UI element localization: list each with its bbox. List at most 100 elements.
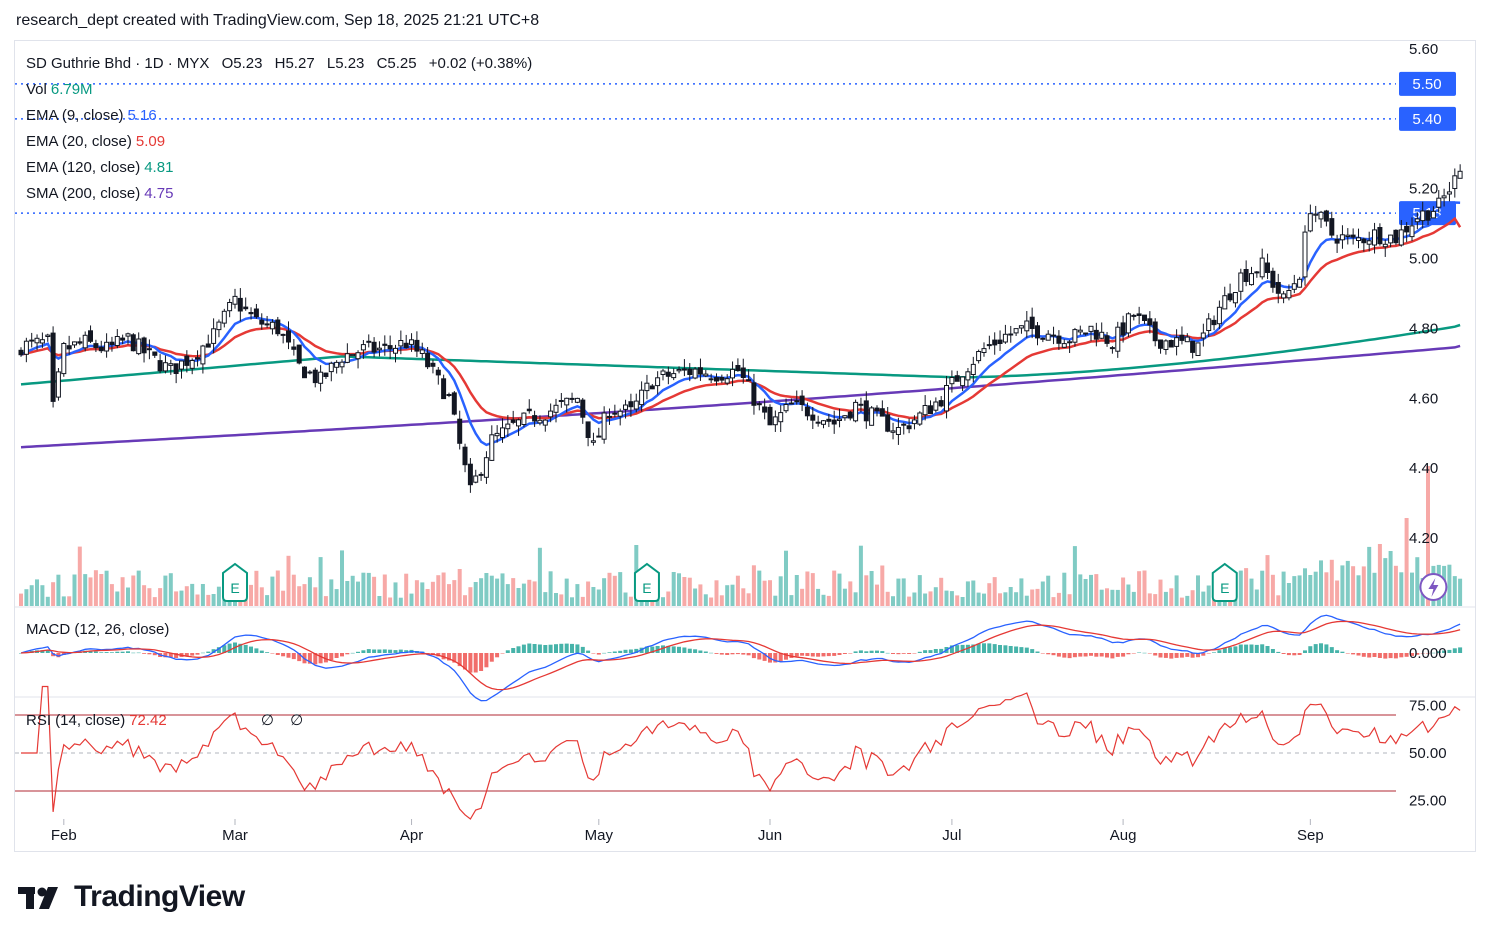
candle-body[interactable] bbox=[922, 405, 928, 416]
candle-body[interactable] bbox=[719, 377, 725, 381]
candle-body[interactable] bbox=[382, 343, 388, 346]
candle-body[interactable] bbox=[986, 344, 992, 347]
candle-body[interactable] bbox=[467, 463, 473, 486]
legend-ema9[interactable]: EMA (9, close) 5.16 bbox=[26, 107, 157, 124]
candle-body[interactable] bbox=[1200, 332, 1206, 339]
earnings-marker-icon[interactable] bbox=[633, 562, 660, 602]
candle-body[interactable] bbox=[537, 419, 543, 424]
candle-body[interactable] bbox=[574, 397, 580, 403]
candle-body[interactable] bbox=[371, 341, 377, 353]
candle-body[interactable] bbox=[1232, 292, 1238, 304]
candle-body[interactable] bbox=[1382, 243, 1388, 248]
candle-body[interactable] bbox=[1318, 211, 1324, 220]
candle-body[interactable] bbox=[1249, 273, 1254, 286]
candle-body[interactable] bbox=[339, 361, 345, 368]
candle-body[interactable] bbox=[1206, 318, 1212, 331]
candle-body[interactable] bbox=[665, 371, 671, 377]
candle-body[interactable] bbox=[1216, 306, 1222, 325]
candle-body[interactable] bbox=[612, 412, 618, 415]
candle-body[interactable] bbox=[130, 334, 136, 352]
candle-body[interactable] bbox=[205, 343, 211, 348]
candle-body[interactable] bbox=[1372, 229, 1377, 246]
candle-body[interactable] bbox=[949, 377, 955, 385]
candle-body[interactable] bbox=[981, 348, 987, 354]
candle-body[interactable] bbox=[1163, 340, 1169, 350]
candle-body[interactable] bbox=[264, 323, 270, 326]
candle-body[interactable] bbox=[120, 337, 126, 341]
candle-body[interactable] bbox=[1018, 325, 1024, 329]
candle-body[interactable] bbox=[1195, 342, 1201, 356]
candle-body[interactable] bbox=[45, 334, 51, 338]
candle-body[interactable] bbox=[82, 334, 88, 349]
candle-body[interactable] bbox=[1061, 343, 1067, 348]
candle-body[interactable] bbox=[366, 340, 372, 343]
candle-body[interactable] bbox=[446, 394, 452, 396]
candle-body[interactable] bbox=[1302, 231, 1308, 278]
candle-body[interactable] bbox=[788, 402, 794, 405]
candle-body[interactable] bbox=[1125, 313, 1131, 334]
candle-body[interactable] bbox=[259, 319, 265, 325]
candle-body[interactable] bbox=[435, 369, 441, 376]
earnings-marker-icon[interactable] bbox=[1211, 562, 1238, 602]
candle-body[interactable] bbox=[558, 400, 564, 402]
candle-body[interactable] bbox=[1254, 271, 1260, 274]
price-level-badge[interactable] bbox=[1399, 106, 1456, 131]
candle-body[interactable] bbox=[778, 412, 784, 423]
candle-body[interactable] bbox=[146, 348, 152, 351]
candle-body[interactable] bbox=[697, 367, 703, 375]
candle-body[interactable] bbox=[740, 367, 746, 378]
candle-body[interactable] bbox=[1115, 326, 1121, 352]
candle-body[interactable] bbox=[906, 425, 912, 430]
candle-body[interactable] bbox=[1211, 319, 1217, 326]
candle-body[interactable] bbox=[93, 343, 99, 349]
candle-body[interactable] bbox=[462, 446, 468, 466]
candle-body[interactable] bbox=[628, 401, 634, 408]
candle-body[interactable] bbox=[39, 339, 45, 344]
price-axis[interactable]: 5.60 5.20 5.00 4.80 4.60 4.40 4.20 0.000 75.00 50… bbox=[1409, 41, 1447, 810]
candle-body[interactable] bbox=[387, 345, 393, 350]
candle-body[interactable] bbox=[328, 362, 334, 373]
candle-body[interactable] bbox=[633, 400, 639, 410]
candle-body[interactable] bbox=[55, 371, 61, 398]
candle-body[interactable] bbox=[601, 412, 607, 440]
candle-body[interactable] bbox=[804, 406, 810, 417]
candle-body[interactable] bbox=[1238, 272, 1244, 292]
candle-body[interactable] bbox=[248, 312, 254, 315]
candle-body[interactable] bbox=[1083, 332, 1089, 335]
candle-body[interactable] bbox=[1393, 229, 1399, 244]
candle-body[interactable] bbox=[34, 337, 40, 344]
candle-body[interactable] bbox=[660, 370, 666, 375]
candle-body[interactable] bbox=[355, 352, 361, 360]
candle-body[interactable] bbox=[296, 344, 302, 364]
candle-body[interactable] bbox=[162, 362, 168, 372]
candle-body[interactable] bbox=[195, 357, 200, 360]
candle-body[interactable] bbox=[414, 339, 420, 352]
candle-body[interactable] bbox=[585, 421, 591, 438]
candle-body[interactable] bbox=[655, 377, 661, 387]
candle-body[interactable] bbox=[173, 363, 179, 374]
candle-body[interactable] bbox=[211, 328, 217, 344]
candle-body[interactable] bbox=[66, 345, 72, 350]
candle-body[interactable] bbox=[1420, 210, 1426, 222]
candle-body[interactable] bbox=[532, 415, 538, 422]
candle-body[interactable] bbox=[1008, 333, 1014, 336]
candle-body[interactable] bbox=[1179, 334, 1185, 341]
candle-body[interactable] bbox=[1446, 191, 1452, 195]
candle-body[interactable] bbox=[1398, 229, 1404, 246]
candle-body[interactable] bbox=[1441, 195, 1447, 199]
candle-body[interactable] bbox=[1077, 329, 1083, 333]
candle-body[interactable] bbox=[1174, 337, 1180, 347]
legend-ema120[interactable]: EMA (120, close) 4.81 bbox=[26, 159, 174, 176]
candle-body[interactable] bbox=[483, 457, 489, 478]
candle-body[interactable] bbox=[890, 430, 896, 433]
candle-body[interactable] bbox=[1243, 269, 1249, 282]
candle-body[interactable] bbox=[1259, 257, 1265, 278]
candle-body[interactable] bbox=[237, 297, 243, 312]
candle-body[interactable] bbox=[692, 368, 698, 379]
candle-body[interactable] bbox=[473, 475, 479, 483]
candle-body[interactable] bbox=[639, 389, 645, 406]
candle-body[interactable] bbox=[157, 360, 163, 372]
candle-body[interactable] bbox=[564, 397, 570, 406]
candle-body[interactable] bbox=[227, 302, 233, 312]
candle-body[interactable] bbox=[815, 421, 821, 424]
